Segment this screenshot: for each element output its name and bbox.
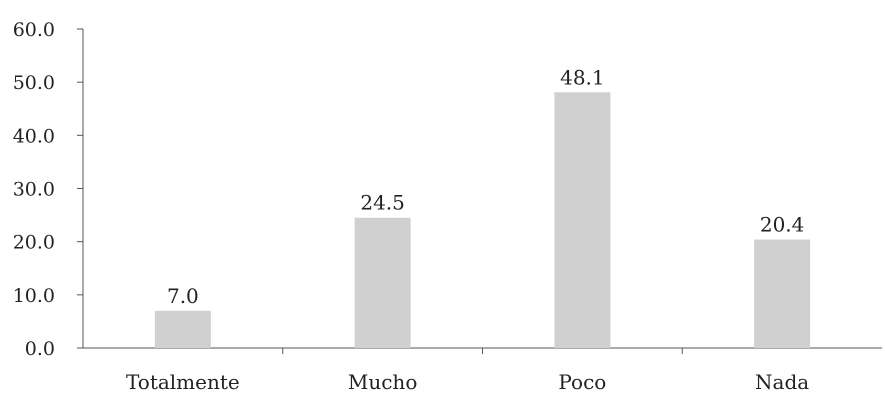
y-axis: 0.0 10.0 20.0 30.0 40.0 50.0 60.0 — [13, 19, 84, 360]
data-label-nada: 20.4 — [760, 213, 805, 237]
bar-poco — [554, 92, 611, 348]
x-category-label-poco: Poco — [558, 370, 606, 394]
bar-totalmente — [154, 310, 211, 348]
y-tick-label: 60.0 — [13, 19, 55, 41]
x-category-label-mucho: Mucho — [348, 370, 417, 394]
y-tick-label: 40.0 — [13, 125, 55, 147]
bar-mucho — [354, 217, 411, 348]
bars — [154, 92, 811, 348]
y-tick-label: 0.0 — [25, 338, 55, 360]
x-category-label-nada: Nada — [755, 370, 809, 394]
bar-nada — [754, 239, 811, 348]
y-tick-label: 20.0 — [13, 232, 55, 254]
y-tick-label: 10.0 — [13, 285, 55, 307]
x-axis: Totalmente Mucho Poco Nada — [83, 347, 882, 394]
data-labels: 7.0 24.5 48.1 20.4 — [167, 65, 804, 308]
data-label-poco: 48.1 — [560, 65, 605, 89]
x-category-label-totalmente: Totalmente — [126, 370, 240, 394]
y-tick-label: 30.0 — [13, 179, 55, 201]
y-tick-label: 50.0 — [13, 72, 55, 94]
data-label-totalmente: 7.0 — [167, 284, 199, 308]
data-label-mucho: 24.5 — [360, 191, 405, 215]
